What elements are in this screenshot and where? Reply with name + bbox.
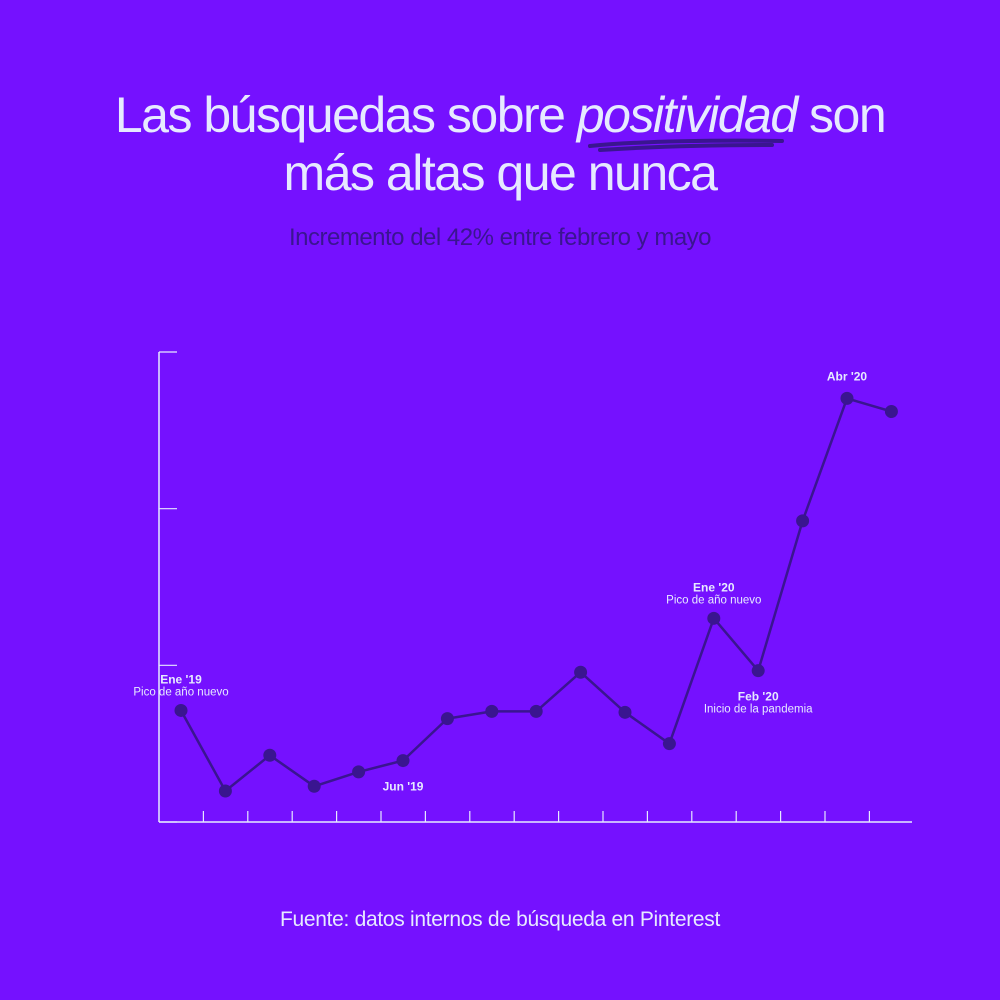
title-emphasis: positividad — [576, 87, 798, 143]
data-point — [574, 665, 588, 679]
annotation-label: Abr '20 — [827, 369, 868, 383]
annotation: Abr '20 — [827, 369, 868, 383]
annotation-note: Pico de año nuevo — [666, 594, 761, 606]
title-line-1: Las búsquedas sobre positividad son — [0, 86, 1000, 144]
data-point — [662, 737, 676, 751]
data-point — [352, 765, 366, 779]
chart-subtitle: Incremento del 42% entre febrero y mayo — [288, 224, 712, 251]
data-point — [440, 712, 454, 726]
annotation-label: Ene '20 — [693, 580, 735, 594]
annotation-label: Jun '19 — [383, 780, 424, 794]
annotation-label: Feb '20 — [738, 690, 779, 704]
data-point — [396, 754, 410, 768]
data-point — [263, 748, 277, 762]
source-note: Fuente: datos internos de búsqueda en Pi… — [279, 908, 721, 931]
data-point — [529, 704, 543, 718]
chart-title: Las búsquedas sobre positividad son más … — [0, 86, 1000, 202]
chart-axes — [158, 351, 912, 823]
title-part-start: Las búsquedas sobre — [114, 87, 577, 143]
data-point — [707, 611, 721, 625]
data-point — [218, 784, 232, 798]
data-point — [840, 391, 854, 405]
annotation-note: Pico de año nuevo — [133, 686, 228, 698]
title-line-2: más altas que nunca — [283, 145, 718, 201]
data-point — [751, 664, 765, 678]
data-point — [174, 703, 188, 717]
data-point — [618, 705, 632, 719]
title-part-end: son — [796, 87, 887, 143]
title-underline — [588, 138, 784, 152]
annotation-label: Ene '19 — [160, 672, 202, 686]
data-points — [174, 391, 898, 798]
annotation: Jun '19 — [383, 780, 424, 794]
annotation-note: Inicio de la pandemia — [704, 704, 813, 716]
data-point — [884, 405, 898, 419]
data-point — [307, 779, 321, 793]
series-line — [179, 397, 892, 793]
data-point — [485, 704, 499, 718]
data-point — [796, 514, 810, 528]
